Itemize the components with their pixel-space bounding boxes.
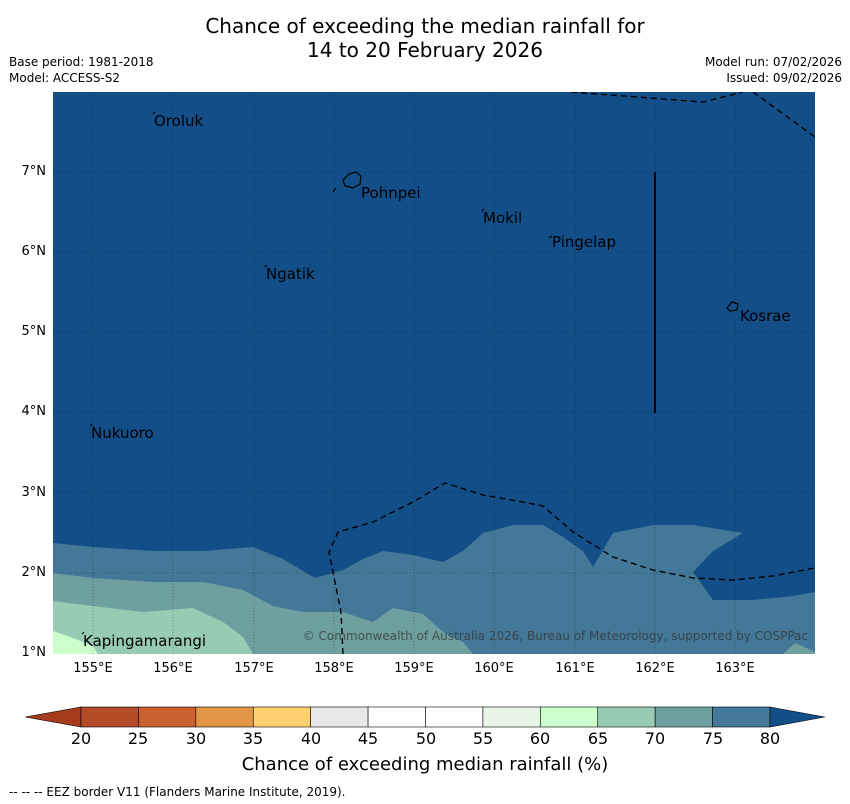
- lat-tick-3: 3°N: [21, 485, 47, 500]
- lon-tick-163: 163°E: [715, 661, 755, 676]
- eez-border-south: [328, 482, 815, 654]
- colorbar: [25, 706, 825, 728]
- colorbar-cell-20: [80, 706, 139, 728]
- colorbar-cell-65: [597, 706, 656, 728]
- colorbar-over-arrow: [769, 706, 825, 728]
- ngatik-atoll: [264, 264, 268, 268]
- lon-tick-160: 160°E: [474, 661, 514, 676]
- lat-tick-6: 6°N: [21, 244, 47, 259]
- colorbar-tick-labels: 20 25 30 35 40 45 50 55 60 65 70 75 80: [0, 729, 850, 749]
- cbar-tick-50: 50: [415, 729, 437, 748]
- lon-tick-155: 155°E: [73, 661, 113, 676]
- lon-tick-162: 162°E: [635, 661, 675, 676]
- cbar-tick-70: 70: [644, 729, 666, 748]
- base-period: Base period: 1981-2018: [9, 55, 154, 69]
- lon-tick-157: 157°E: [234, 661, 274, 676]
- lon-tick-156: 156°E: [153, 661, 193, 676]
- mokil-atoll: [481, 208, 485, 212]
- lon-tick-159: 159°E: [394, 661, 434, 676]
- meta-right: Model run: 07/02/2026 Issued: 09/02/2026: [705, 54, 842, 86]
- colorbar-cell-50: [425, 706, 484, 728]
- colorbar-cell-55: [482, 706, 541, 728]
- meta-left: Base period: 1981-2018 Model: ACCESS-S2: [9, 54, 154, 86]
- gridlines: [53, 92, 815, 654]
- region-70-east: [783, 643, 815, 654]
- lon-tick-161: 161°E: [555, 661, 595, 676]
- place-label-mokil: Mokil: [483, 209, 522, 227]
- model-name: Model: ACCESS-S2: [9, 71, 121, 85]
- cbar-tick-40: 40: [300, 729, 322, 748]
- eez-border-northeast: [752, 92, 815, 138]
- cbar-tick-55: 55: [472, 729, 494, 748]
- lat-tick-7: 7°N: [21, 164, 47, 179]
- model-run: Model run: 07/02/2026: [704, 55, 842, 69]
- colorbar-cell-40: [310, 706, 369, 728]
- issued-date: Issued: 09/02/2026: [726, 71, 842, 85]
- lat-tick-5: 5°N: [21, 324, 47, 339]
- place-label-nukuoro: Nukuoro: [91, 424, 154, 442]
- cbar-tick-25: 25: [127, 729, 149, 748]
- colorbar-under-arrow: [25, 706, 82, 728]
- pingelap-atoll: [548, 235, 553, 239]
- cbar-tick-35: 35: [242, 729, 264, 748]
- region-60: [53, 631, 98, 654]
- nukuoro-atoll: [89, 423, 93, 427]
- cbar-tick-65: 65: [587, 729, 609, 748]
- colorbar-cell-60: [540, 706, 599, 728]
- cbar-tick-20: 20: [70, 729, 92, 748]
- colorbar-cell-70: [654, 706, 713, 728]
- copyright-text: © Commonwealth of Australia 2026, Bureau…: [303, 629, 808, 643]
- pohnpei-reef: [332, 187, 337, 193]
- place-label-ngatik: Ngatik: [266, 265, 315, 283]
- place-label-kapingamarangi: Kapingamarangi: [83, 632, 206, 650]
- kosrae-island: [726, 301, 739, 312]
- place-label-pingelap: Pingelap: [552, 233, 616, 251]
- eez-note: -- -- -- EEZ border V11 (Flanders Marine…: [9, 785, 346, 799]
- place-label-pohnpei: Pohnpei: [361, 184, 421, 202]
- lat-tick-4: 4°N: [21, 404, 47, 419]
- lat-tick-1: 1°N: [21, 645, 47, 660]
- colorbar-cell-35: [252, 706, 311, 728]
- cbar-tick-45: 45: [357, 729, 379, 748]
- oroluk-atoll: [152, 111, 156, 115]
- place-label-kosrae: Kosrae: [740, 307, 791, 325]
- lon-tick-158: 158°E: [314, 661, 354, 676]
- cbar-tick-75: 75: [702, 729, 724, 748]
- pohnpei-island: [342, 171, 362, 189]
- colorbar-cell-45: [367, 706, 426, 728]
- colorbar-cells: [80, 706, 771, 728]
- region-65: [53, 601, 253, 654]
- lat-tick-2: 2°N: [21, 565, 47, 580]
- cbar-tick-60: 60: [529, 729, 551, 748]
- cbar-tick-80: 80: [759, 729, 781, 748]
- kapingamarangi-atoll: [81, 631, 85, 635]
- title-line-1: Chance of exceeding the median rainfall …: [205, 14, 645, 38]
- title-line-2: 14 to 20 February 2026: [307, 38, 543, 62]
- colorbar-cell-75: [712, 706, 771, 728]
- colorbar-label: Chance of exceeding median rainfall (%): [241, 754, 609, 775]
- rainfall-map: Oroluk Pohnpei Mokil Pingelap Ngatik Kos…: [53, 92, 815, 654]
- colorbar-cell-30: [195, 706, 254, 728]
- map-title: Chance of exceeding the median rainfall …: [0, 14, 850, 62]
- place-label-oroluk: Oroluk: [154, 112, 203, 130]
- cbar-tick-30: 30: [185, 729, 207, 748]
- colorbar-cell-25: [138, 706, 197, 728]
- eez-borders: [328, 92, 815, 654]
- eez-border-north: [570, 92, 744, 103]
